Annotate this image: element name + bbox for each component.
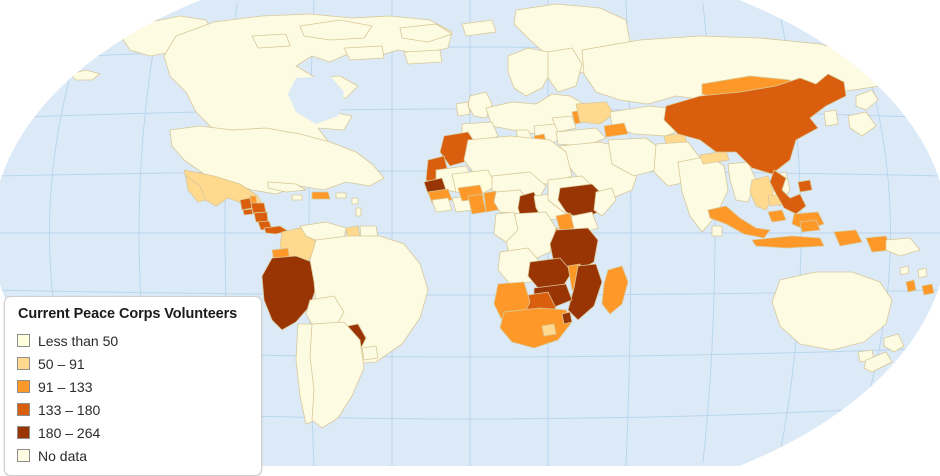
legend-swatch-no-data	[17, 449, 30, 462]
country-sri-lanka[interactable]	[711, 225, 723, 237]
country-lesser-antilles[interactable]	[351, 197, 362, 217]
legend-item-no-data[interactable]: No data	[17, 444, 251, 467]
country-el-salvador[interactable]	[242, 208, 254, 216]
country-indonesia[interactable]	[707, 205, 893, 253]
country-mozambique[interactable]	[567, 263, 603, 321]
legend-label-less-than-50: Less than 50	[38, 332, 119, 349]
country-hudson-bay-inlet	[288, 76, 344, 124]
legend-label-no-data: No data	[38, 447, 88, 464]
country-canadian-arctic-islands[interactable]	[251, 19, 497, 65]
country-australia[interactable]	[771, 271, 893, 351]
country-honduras[interactable]	[250, 202, 267, 214]
legend-item-50-91[interactable]: 50 – 91	[17, 352, 251, 375]
country-puerto-rico[interactable]	[335, 192, 347, 199]
country-argentina[interactable]	[309, 321, 365, 429]
country-guatemala[interactable]	[239, 197, 253, 211]
legend-item-less-than-50[interactable]: Less than 50	[17, 329, 251, 352]
country-new-zealand[interactable]	[863, 333, 905, 373]
country-korea[interactable]	[823, 109, 839, 127]
legend-label-133-180: 133 – 180	[38, 401, 101, 418]
country-swaziland[interactable]	[561, 311, 573, 325]
country-south-africa[interactable]	[499, 307, 573, 349]
country-china[interactable]	[663, 73, 847, 175]
legend-label-91-133: 91 – 133	[38, 378, 93, 395]
country-japan[interactable]	[847, 89, 879, 137]
legend-swatch-180-264	[17, 426, 30, 439]
country-philippines[interactable]	[769, 169, 813, 215]
country-somalia[interactable]	[593, 187, 617, 217]
country-nicaragua[interactable]	[253, 211, 269, 223]
country-hispaniola[interactable]	[311, 191, 331, 200]
country-cuba[interactable]	[267, 181, 307, 193]
legend-swatch-50-91	[17, 357, 30, 370]
legend-swatch-91-133	[17, 380, 30, 393]
legend-item-180-264[interactable]: 180 – 264	[17, 421, 251, 444]
legend-title: Current Peace Corps Volunteers	[18, 306, 238, 322]
countries-layer[interactable]	[43, 3, 935, 429]
country-finland-baltics[interactable]	[547, 47, 583, 93]
country-scandinavia[interactable]	[507, 47, 553, 97]
country-romania[interactable]	[551, 115, 577, 133]
country-sierra-leone-liberia[interactable]	[431, 197, 453, 213]
country-baja-california[interactable]	[185, 175, 207, 203]
legend-swatch-133-180	[17, 403, 30, 416]
country-papua-new-guinea[interactable]	[885, 237, 921, 257]
country-peru[interactable]	[261, 255, 319, 331]
country-togo-benin[interactable]	[483, 190, 499, 213]
legend-item-91-133[interactable]: 91 – 133	[17, 375, 251, 398]
country-uruguay[interactable]	[361, 345, 379, 361]
country-madagascar[interactable]	[601, 265, 629, 315]
country-ukraine[interactable]	[575, 101, 615, 125]
legend-label-180-264: 180 – 264	[38, 424, 101, 441]
country-thailand[interactable]	[749, 175, 775, 211]
country-gabon-congo[interactable]	[493, 211, 519, 243]
country-pacific-islands[interactable]	[899, 265, 928, 279]
map-legend: Current Peace Corps Volunteers Less than…	[4, 296, 262, 476]
country-british-isles[interactable]	[455, 91, 493, 119]
country-jamaica[interactable]	[291, 194, 303, 201]
country-fiji[interactable]	[921, 283, 935, 296]
country-uganda[interactable]	[555, 212, 575, 232]
legend-item-133-180[interactable]: 133 – 180	[17, 398, 251, 421]
country-lesotho[interactable]	[541, 323, 557, 337]
legend-label-50-91: 50 – 91	[38, 355, 85, 372]
country-caucasus[interactable]	[603, 122, 629, 138]
country-vanuatu[interactable]	[905, 279, 917, 293]
legend-swatch-less-than-50	[17, 334, 30, 347]
